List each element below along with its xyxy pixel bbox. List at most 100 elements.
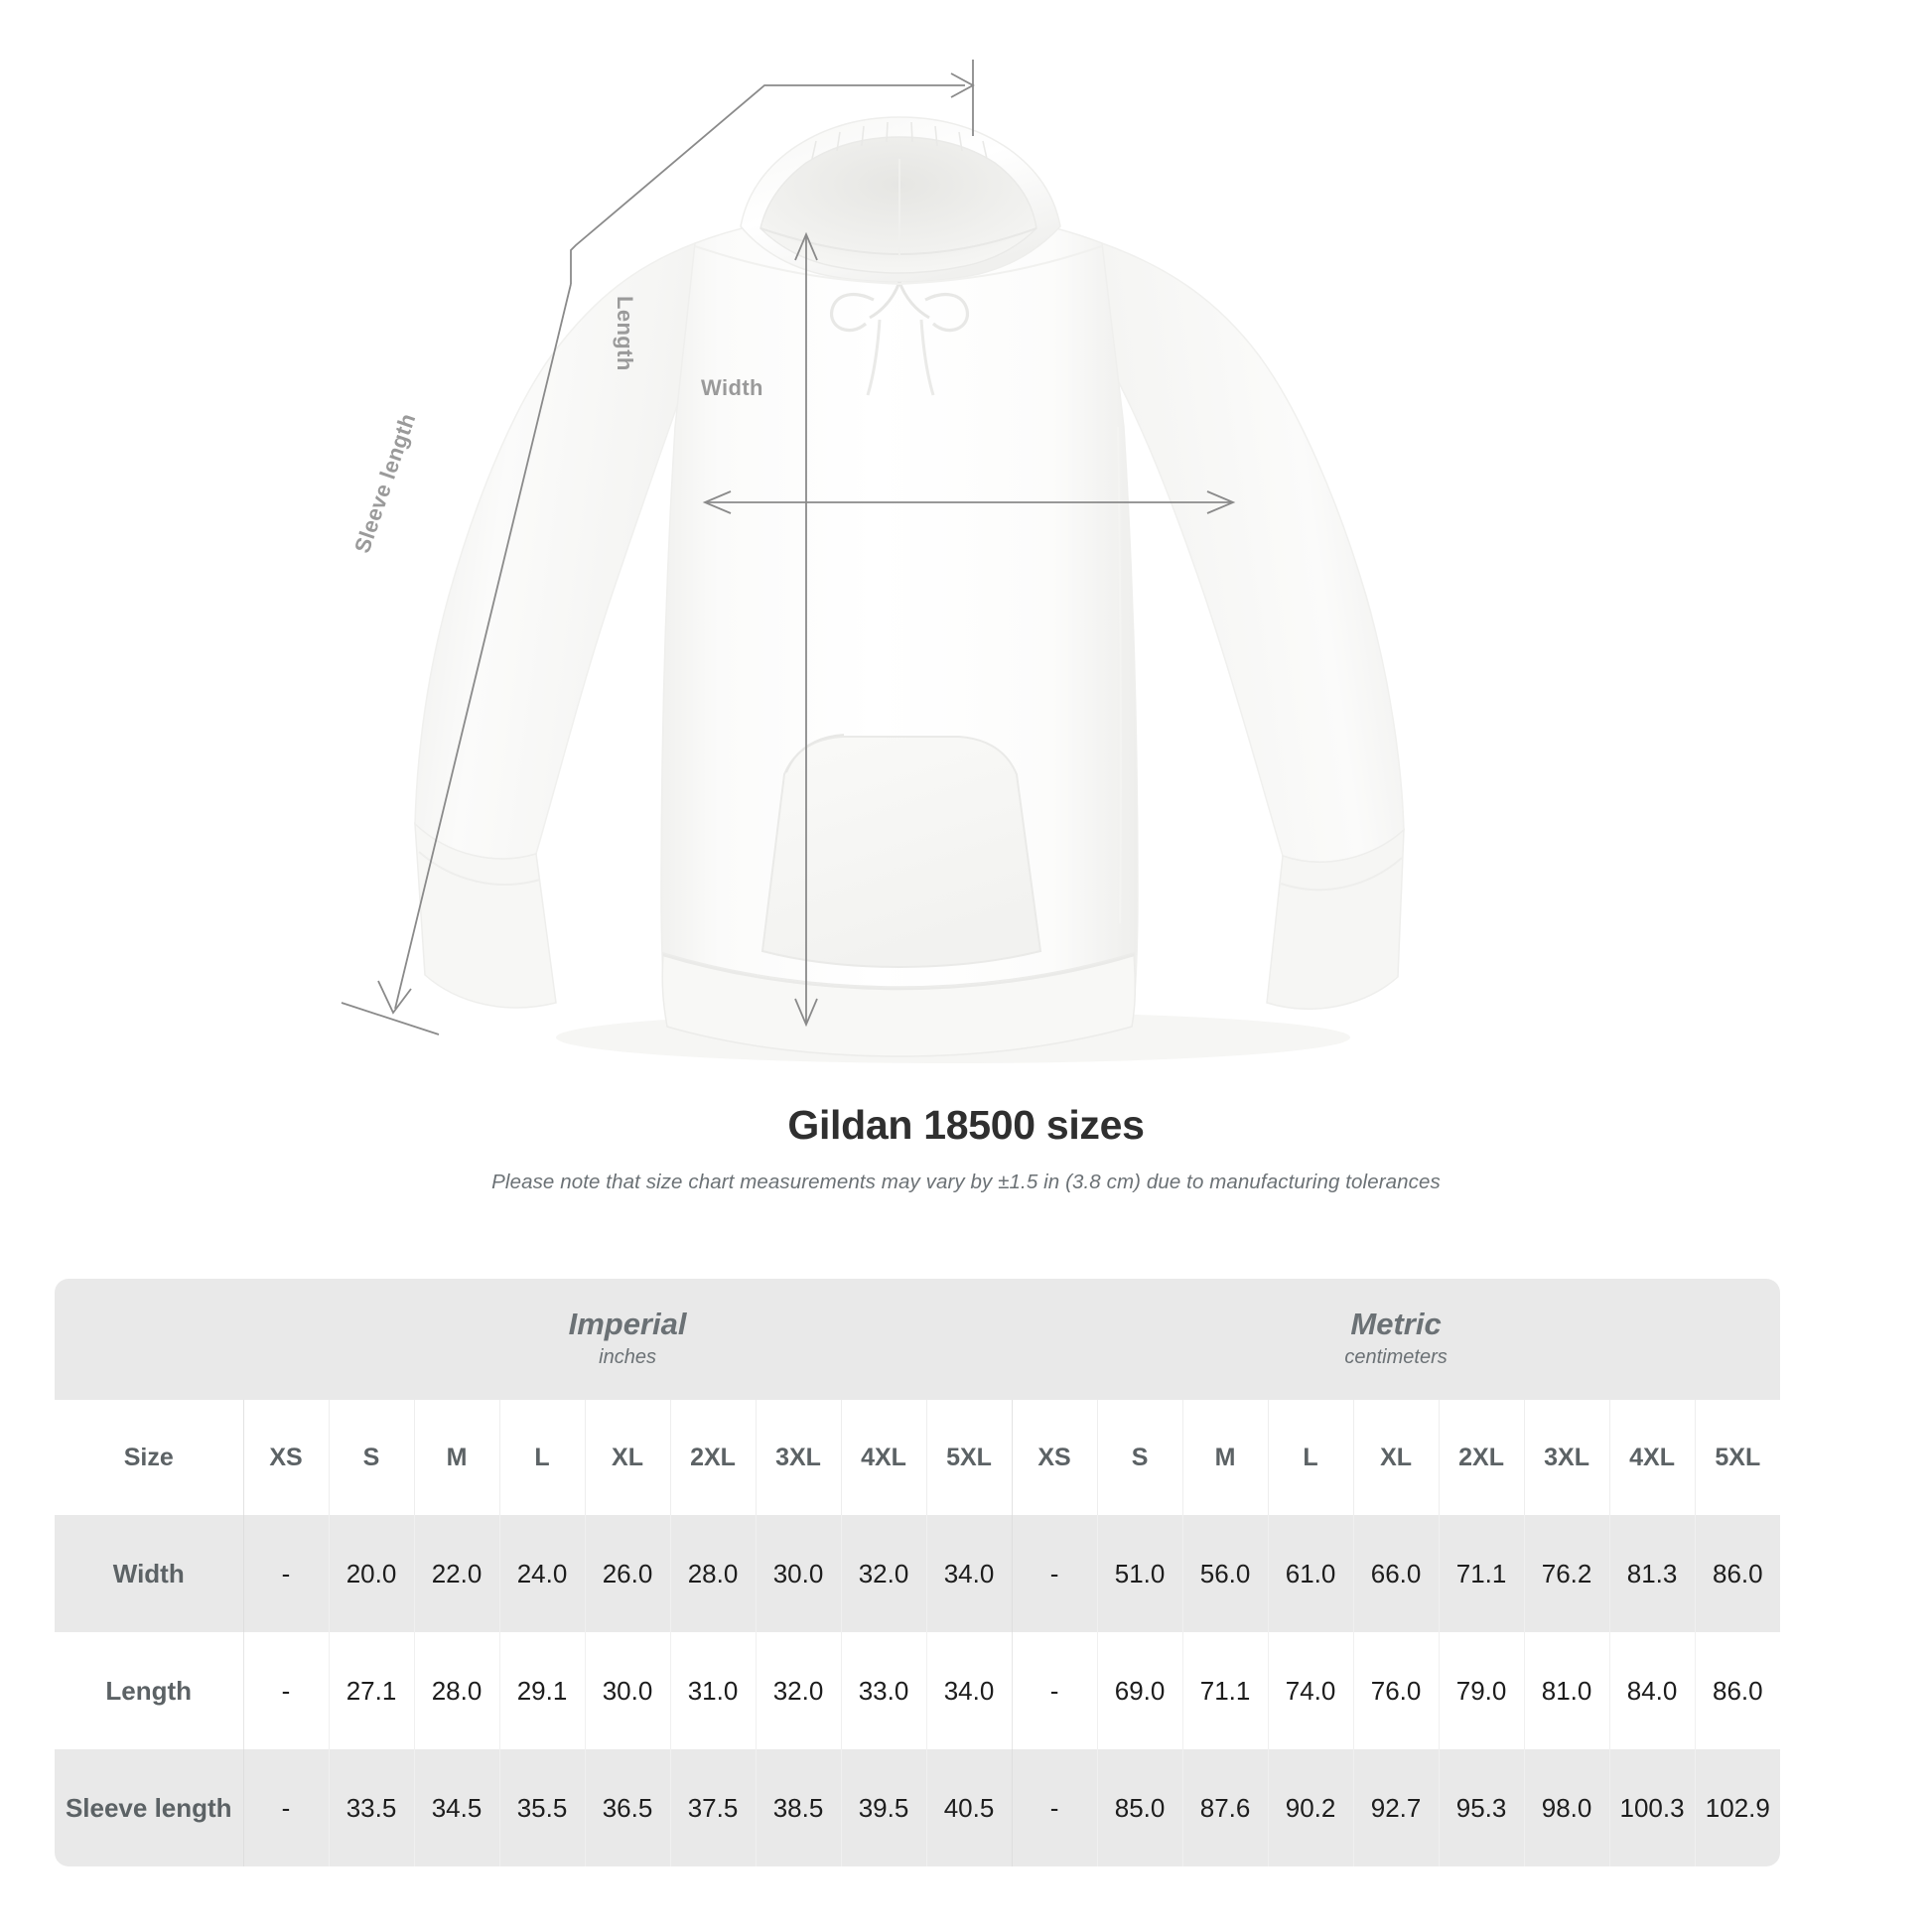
cell-sleeve-length-metric-s: 85.0	[1096, 1749, 1183, 1866]
hoodie-garment	[414, 116, 1405, 1063]
unit-header-row: Imperial inches Metric centimeters	[55, 1279, 1781, 1400]
sleeve-length-leader	[570, 60, 975, 284]
cell-width-imperial-2xl: 28.0	[669, 1515, 756, 1632]
cell-width-imperial-m: 22.0	[413, 1515, 499, 1632]
size-header-cell-xs-imperial: XS	[242, 1400, 329, 1515]
measurement-guides	[341, 60, 1236, 1035]
hoodie-illustration	[341, 60, 1405, 1063]
cell-sleeve-length-imperial-4xl: 39.5	[840, 1749, 926, 1866]
cell-length-metric-m: 71.1	[1181, 1632, 1269, 1749]
cell-width-imperial-xl: 26.0	[584, 1515, 670, 1632]
cell-length-metric-4xl: 84.0	[1608, 1632, 1696, 1749]
cell-width-metric-4xl: 81.3	[1608, 1515, 1696, 1632]
cell-sleeve-length-metric-4xl: 100.3	[1608, 1749, 1696, 1866]
size-header-cell-xs-metric: XS	[1011, 1400, 1098, 1515]
cell-length-imperial-4xl: 33.0	[840, 1632, 926, 1749]
cell-length-metric-5xl: 86.0	[1694, 1632, 1781, 1749]
size-header-label: Size	[55, 1400, 243, 1515]
size-header-cell-4xl-metric: 4XL	[1608, 1400, 1696, 1515]
cell-width-metric-m: 56.0	[1181, 1515, 1269, 1632]
unit-header-spacer	[55, 1279, 243, 1400]
sleeve-length-dimension-line	[341, 283, 572, 1035]
cell-length-metric-3xl: 81.0	[1523, 1632, 1610, 1749]
cell-width-imperial-4xl: 32.0	[840, 1515, 926, 1632]
size-header-cell-xl-metric: XL	[1352, 1400, 1440, 1515]
unit-subtitle: centimeters	[1344, 1346, 1448, 1369]
drawstring	[830, 281, 969, 396]
cell-length-metric-xl: 76.0	[1352, 1632, 1440, 1749]
width-dimension-label: Width	[701, 375, 763, 400]
cell-width-imperial-3xl: 30.0	[755, 1515, 841, 1632]
row-label-length: Length	[55, 1632, 243, 1749]
size-header-cell-xl-imperial: XL	[584, 1400, 670, 1515]
cell-sleeve-length-metric-2xl: 95.3	[1438, 1749, 1525, 1866]
cell-width-metric-l: 61.0	[1267, 1515, 1354, 1632]
hood-opening	[759, 136, 1037, 274]
cell-width-metric-s: 51.0	[1096, 1515, 1183, 1632]
cell-width-metric-xs: -	[1011, 1515, 1098, 1632]
cell-length-metric-2xl: 79.0	[1438, 1632, 1525, 1749]
right-sleeve	[1101, 241, 1405, 863]
title-block: Gildan 18500 sizes Please note that size…	[0, 1102, 1932, 1194]
size-header-cell-5xl-imperial: 5XL	[925, 1400, 1013, 1515]
unit-name: Metric	[1350, 1306, 1442, 1341]
cell-sleeve-length-imperial-5xl: 40.5	[925, 1749, 1013, 1866]
cell-length-imperial-m: 28.0	[413, 1632, 499, 1749]
cell-sleeve-length-imperial-xl: 36.5	[584, 1749, 670, 1866]
size-chart-table: Imperial inches Metric centimeters Size XS S M L…	[55, 1279, 1781, 1866]
cell-width-imperial-5xl: 34.0	[925, 1515, 1013, 1632]
right-cuff	[1266, 828, 1405, 1010]
cell-length-metric-s: 69.0	[1096, 1632, 1183, 1749]
cell-length-imperial-2xl: 31.0	[669, 1632, 756, 1749]
cell-length-imperial-xs: -	[242, 1632, 329, 1749]
cell-sleeve-length-metric-l: 90.2	[1267, 1749, 1354, 1866]
page-title: Gildan 18500 sizes	[787, 1102, 1145, 1148]
length-dimension-line	[794, 231, 818, 1028]
kangaroo-pocket	[760, 736, 1042, 969]
table-row: Sleeve length -33.5 34.5 35.5 36.5 37.5 38.5 39…	[55, 1749, 1781, 1866]
size-chart-table-wrapper: Imperial inches Metric centimeters Size XS S M L…	[55, 1279, 1781, 1866]
bottom-hem	[661, 952, 1137, 1057]
cell-width-metric-5xl: 86.0	[1694, 1515, 1781, 1632]
tolerance-note: Please note that size chart measurements…	[491, 1171, 1441, 1193]
size-header-cell-3xl-imperial: 3XL	[755, 1400, 841, 1515]
width-dimension-line	[702, 490, 1236, 514]
size-header-cell-l-imperial: L	[498, 1400, 585, 1515]
cell-sleeve-length-imperial-l: 35.5	[498, 1749, 585, 1866]
row-label-width: Width	[55, 1515, 243, 1632]
cell-width-imperial-l: 24.0	[498, 1515, 585, 1632]
cell-length-metric-l: 74.0	[1267, 1632, 1354, 1749]
cell-length-imperial-l: 29.1	[498, 1632, 585, 1749]
length-dimension-label: Length	[613, 296, 637, 371]
cell-sleeve-length-imperial-2xl: 37.5	[669, 1749, 756, 1866]
cell-length-imperial-s: 27.1	[328, 1632, 414, 1749]
size-header-cell-s-imperial: S	[328, 1400, 414, 1515]
unit-header-metric: Metric centimeters	[1012, 1279, 1781, 1400]
garment-measurement-diagram: Length Width Sleeve length	[341, 60, 1405, 1063]
table-row: Length -27.1 28.0 29.1 30.0 31.0 32.0 33.0 34.0-…	[55, 1632, 1781, 1749]
table-row: Width -20.0 22.0 24.0 26.0 28.0 30.0 32.0 34.0-5…	[55, 1515, 1781, 1632]
cell-sleeve-length-metric-m: 87.6	[1181, 1749, 1269, 1866]
unit-header-imperial: Imperial inches	[243, 1279, 1013, 1400]
size-header-row: Size XS S M L XL 2XL 3XL 4XL 5XL XS S M L XL 2XL 3XL 4XL 5…	[55, 1400, 1781, 1515]
size-header-cell-4xl-imperial: 4XL	[840, 1400, 926, 1515]
size-header-cell-2xl-imperial: 2XL	[669, 1400, 756, 1515]
cell-sleeve-length-imperial-xs: -	[242, 1749, 329, 1866]
cell-sleeve-length-metric-xl: 92.7	[1352, 1749, 1440, 1866]
cell-sleeve-length-imperial-m: 34.5	[413, 1749, 499, 1866]
cell-sleeve-length-metric-xs: -	[1011, 1749, 1098, 1866]
cell-sleeve-length-metric-5xl: 102.9	[1694, 1749, 1781, 1866]
size-header-cell-m-imperial: M	[413, 1400, 499, 1515]
size-header-cell-m-metric: M	[1181, 1400, 1269, 1515]
cell-length-metric-xs: -	[1011, 1632, 1098, 1749]
cell-width-imperial-s: 20.0	[328, 1515, 414, 1632]
cell-width-metric-3xl: 76.2	[1523, 1515, 1610, 1632]
size-header-cell-2xl-metric: 2XL	[1438, 1400, 1525, 1515]
cell-width-metric-2xl: 71.1	[1438, 1515, 1525, 1632]
cell-width-imperial-xs: -	[242, 1515, 329, 1632]
cell-length-imperial-3xl: 32.0	[755, 1632, 841, 1749]
cell-sleeve-length-imperial-s: 33.5	[328, 1749, 414, 1866]
cell-sleeve-length-metric-3xl: 98.0	[1523, 1749, 1610, 1866]
cell-width-metric-xl: 66.0	[1352, 1515, 1440, 1632]
left-sleeve	[414, 241, 696, 860]
